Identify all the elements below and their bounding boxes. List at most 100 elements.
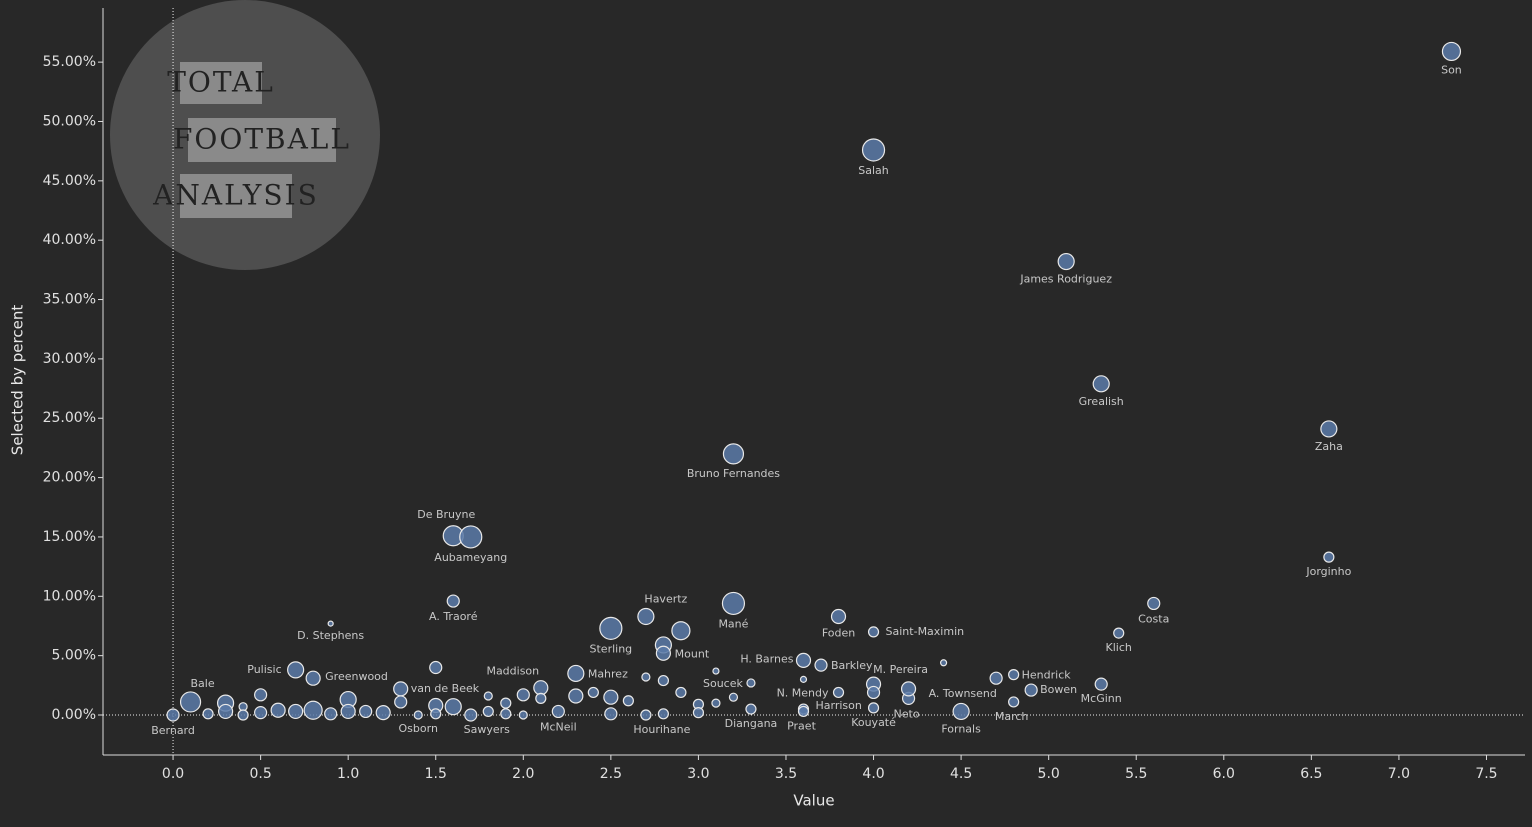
bubble: [1057, 252, 1075, 271]
bubble: [430, 708, 442, 720]
bubble: [166, 708, 180, 722]
point-label: D. Stephens: [297, 629, 364, 642]
bubble: [179, 691, 202, 713]
bubble: [1008, 669, 1020, 681]
bubble: [866, 685, 881, 700]
bubble: [830, 608, 847, 625]
x-tick-label: 6.0: [1213, 766, 1235, 782]
bubble: [657, 674, 669, 687]
bubble: [640, 709, 652, 721]
bubble: [797, 705, 810, 718]
bubble: [599, 616, 623, 640]
bubble: [340, 703, 356, 720]
point-label: Bale: [190, 677, 214, 690]
x-tick-label: 4.0: [862, 766, 884, 782]
point-label: Bruno Fernandes: [687, 467, 780, 480]
bubble: [459, 525, 483, 549]
bubble: [655, 645, 671, 661]
bubble: [604, 707, 618, 721]
point-label: Soucek: [703, 677, 743, 690]
point-label: Costa: [1138, 612, 1169, 625]
y-tick-label: 15.00%: [43, 529, 96, 545]
y-axis-title: Selected by percent: [9, 305, 27, 456]
point-label: Sawyers: [464, 723, 511, 736]
bubble: [1147, 596, 1161, 611]
point-label: Greenwood: [325, 670, 388, 683]
point-label: Sterling: [590, 642, 633, 655]
logo-text: TOTAL: [167, 66, 275, 99]
bubble: [1092, 375, 1110, 393]
bubble: [728, 692, 739, 702]
point-label: De Bruyne: [417, 508, 475, 521]
bubble: [989, 671, 1003, 685]
x-tick-label: 3.5: [775, 766, 797, 782]
point-label: Diangana: [725, 717, 778, 730]
point-label: Mané: [718, 617, 748, 630]
logo-text: ANALYSIS: [152, 179, 319, 212]
bubble: [217, 703, 234, 720]
bubble: [1008, 696, 1020, 708]
bubble: [712, 667, 720, 675]
bubble: [1323, 551, 1335, 563]
bubble: [359, 704, 373, 719]
bubble: [324, 707, 338, 721]
point-label: Foden: [822, 626, 855, 639]
bubble: [952, 702, 970, 721]
bubble: [692, 707, 705, 719]
bubble: [795, 652, 812, 668]
bubble: [657, 708, 669, 720]
logo-plate: [188, 118, 336, 162]
point-label: N. Mendy: [777, 686, 829, 699]
bubble: [641, 672, 651, 682]
point-label: Hendrick: [1022, 669, 1072, 682]
bubble: [622, 695, 634, 707]
x-tick-label: 0.5: [249, 766, 271, 782]
y-tick-label: 55.00%: [43, 54, 96, 70]
point-label: Mount: [675, 648, 710, 661]
bubble: [327, 620, 334, 627]
bubble: [305, 670, 321, 686]
point-label: Fornals: [941, 722, 981, 735]
point-label: Pulisic: [247, 663, 281, 676]
bubble: [722, 443, 745, 465]
point-label: Bernard: [151, 724, 195, 737]
bubble: [393, 681, 409, 697]
bubble: [1024, 683, 1038, 697]
x-tick-label: 1.0: [337, 766, 359, 782]
bubble: [1320, 420, 1338, 438]
bubble: [500, 697, 512, 709]
point-label: Maddison: [486, 665, 539, 678]
point-label: A. Townsend: [929, 687, 997, 700]
bubble: [567, 664, 585, 683]
x-tick-label: 3.0: [687, 766, 709, 782]
logo-plate: [180, 62, 262, 104]
bubble: [551, 704, 565, 719]
point-label: Grealish: [1079, 395, 1124, 408]
bubble: [671, 621, 691, 641]
x-axis-title: Value: [793, 792, 834, 810]
bubble: [444, 698, 462, 716]
bubble: [482, 705, 494, 718]
point-label: Son: [1441, 63, 1462, 76]
bubble: [483, 691, 493, 701]
point-label: Klich: [1106, 641, 1132, 654]
bubble: [287, 661, 305, 679]
bubble: [1094, 677, 1108, 691]
point-label: March: [995, 710, 1029, 723]
point-label: van de Beek: [411, 682, 480, 695]
bubble: [1113, 627, 1125, 639]
bubble: [603, 689, 619, 705]
bubble: [254, 688, 268, 702]
bubble: [939, 659, 948, 667]
bubble: [533, 680, 549, 696]
y-tick-label: 30.00%: [43, 351, 96, 367]
bubble: [303, 700, 323, 720]
point-label: Hourihane: [633, 723, 690, 736]
bubble: [429, 660, 443, 675]
bubble: [394, 695, 408, 709]
y-tick-label: 5.00%: [52, 648, 96, 664]
x-tick-label: 5.5: [1125, 766, 1147, 782]
bubble: [375, 705, 391, 721]
point-label: Praet: [787, 719, 816, 732]
point-label: Zaha: [1315, 440, 1343, 453]
